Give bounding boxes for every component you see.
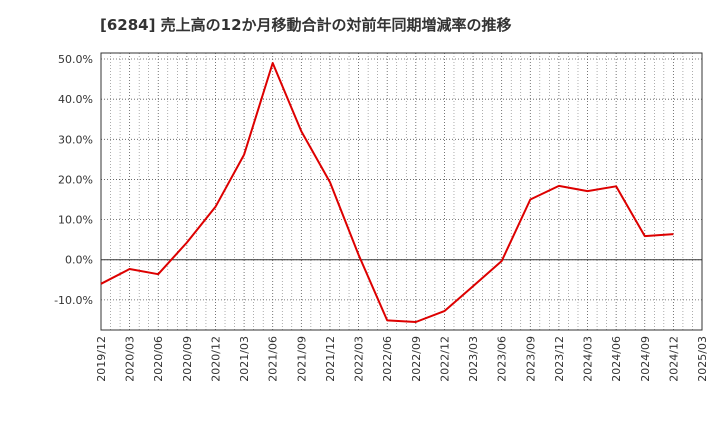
x-tick-label: 2023/09 [524,336,537,382]
grid-layer [100,53,703,330]
x-tick-label: 2021/12 [324,336,337,382]
y-tick-label: 20.0% [58,173,93,186]
x-tick-label: 2024/06 [610,336,623,382]
x-tick-label: 2020/12 [209,336,222,382]
x-tick-label: 2024/09 [639,336,652,382]
plot-frame [100,52,703,331]
x-tick-label: 2021/09 [295,336,308,382]
x-tick-label: 2024/12 [667,336,680,382]
y-tick-label: 0.0% [65,254,93,267]
x-tick-label: 2020/06 [152,336,165,382]
axis-layer [100,52,703,331]
y-tick-label: 40.0% [58,93,93,106]
x-tick-label: 2022/03 [353,336,366,382]
chart-title: [6284] 売上高の12か月移動合計の対前年同期増減率の推移 [100,16,512,34]
x-tick-labels: 2019/12 2020/03 2020/06 2020/09 2020/12 2021/… [95,336,709,382]
x-tick-label: 2023/12 [553,336,566,382]
x-tick-label: 2022/09 [410,336,423,382]
x-tick-label: 2022/12 [438,336,451,382]
x-tick-label: 2020/03 [124,336,137,382]
x-tick-label: 2023/03 [467,336,480,382]
x-tick-label: 2021/06 [267,336,280,382]
x-tick-label: 2020/09 [181,336,194,382]
y-tick-label: -10.0% [54,294,93,307]
x-tick-label: 2019/12 [95,336,108,382]
y-tick-label: 50.0% [58,53,93,66]
x-tick-label: 2025/03 [696,336,709,382]
y-tick-labels: -10.0% 0.0% 10.0% 20.0% 30.0% 40.0% 50.0% [54,53,93,307]
series-layer [100,62,674,323]
x-tick-label: 2023/06 [496,336,509,382]
y-tick-label: 10.0% [58,214,93,227]
y-tick-label: 30.0% [58,133,93,146]
x-tick-label: 2021/03 [238,336,251,382]
series-line [100,62,674,323]
x-tick-label: 2022/06 [381,336,394,382]
x-tick-label: 2024/03 [582,336,595,382]
